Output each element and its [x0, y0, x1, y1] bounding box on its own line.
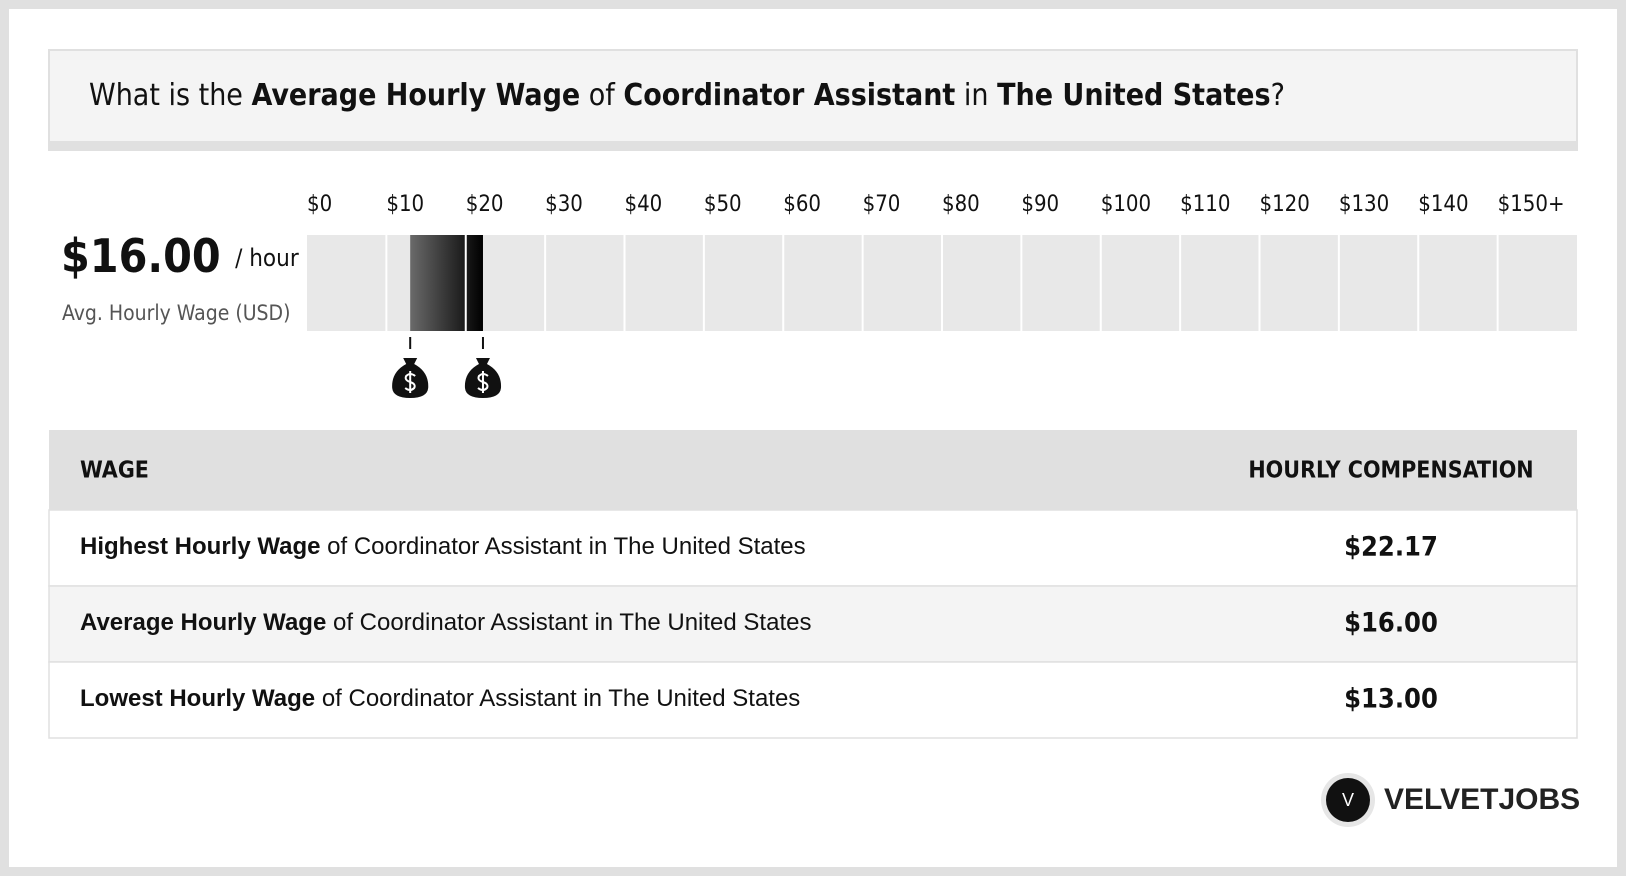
scale-tick-label: $140: [1418, 192, 1468, 217]
summary-amount: $16.00: [61, 229, 221, 283]
row-rest: of Coordinator Assistant in The United S…: [322, 685, 801, 712]
scale-tick-label: $150+: [1498, 192, 1565, 217]
brand-name: VELVETJOBS: [1384, 783, 1580, 816]
scale-tick-label: $0: [307, 192, 332, 217]
table-row: [48, 585, 1578, 663]
table-header-bg: [49, 430, 1577, 510]
table-row: [48, 509, 1578, 587]
row-rest: of Coordinator Assistant in The United S…: [333, 609, 812, 636]
summary-unit: / hour: [235, 244, 299, 272]
row-text: Average Hourly Wage of Coordinator Assis…: [80, 609, 811, 636]
row-value: $22.17: [1344, 532, 1438, 563]
brand-letter: V: [1342, 790, 1354, 810]
money-marker: [392, 337, 429, 398]
header-band: [49, 141, 1577, 150]
row-text: Highest Hourly Wage of Coordinator Assis…: [80, 533, 806, 560]
wage-range-bar: [410, 235, 483, 331]
wage-scale: $0 $10 $20 $30 $40 $50 $60 $70 $80 $90 $100 $110 $12…: [307, 192, 1577, 398]
table-header: HOURLY COMPENSATION: [1248, 458, 1533, 484]
money-marker: [464, 337, 502, 398]
row-text: Lowest Hourly Wage of Coordinator Assist…: [80, 685, 800, 712]
row-rest: of Coordinator Assistant in The United S…: [327, 533, 806, 560]
table-header: WAGE: [80, 458, 149, 484]
dollar-glyph: [404, 371, 416, 393]
row-label: Highest Hourly Wage: [80, 533, 320, 560]
title-part: ?: [1271, 78, 1285, 113]
title-location: The United States: [997, 78, 1270, 113]
row-label: Lowest Hourly Wage: [80, 685, 315, 712]
scale-tick-label: $90: [1021, 192, 1059, 217]
row-label: Average Hourly Wage: [80, 609, 326, 636]
scale-tick-label: $40: [625, 192, 663, 217]
row-value: $16.00: [1344, 608, 1438, 639]
scale-tick-label: $30: [545, 192, 583, 217]
table-row: [48, 661, 1578, 739]
dollar-glyph: [477, 371, 489, 393]
title-part: in: [964, 78, 989, 113]
title-part: What is the: [89, 78, 243, 113]
title-part: of: [589, 78, 617, 113]
scale-tick-label: $120: [1260, 192, 1310, 217]
scale-tick-label: $70: [863, 192, 901, 217]
scale-tick-label: $20: [466, 192, 504, 217]
summary-label: Avg. Hourly Wage (USD): [62, 301, 290, 325]
scale-tick-label: $10: [386, 192, 424, 217]
header-title: What is the Average Hourly Wage of Coord…: [89, 78, 1285, 113]
scale-tick-label: $60: [783, 192, 821, 217]
scale-tick-label: $130: [1339, 192, 1389, 217]
scale-tick-label: $80: [942, 192, 980, 217]
summary-value: $16.00 / hour: [61, 229, 299, 283]
brand-logo: [1326, 778, 1370, 822]
title-job: Coordinator Assistant: [623, 78, 955, 113]
title-metric: Average Hourly Wage: [252, 78, 581, 113]
row-value: $13.00: [1344, 684, 1438, 715]
scale-tick-label: $100: [1101, 192, 1151, 217]
scale-tick-label: $50: [704, 192, 742, 217]
scale-tick-label: $110: [1180, 192, 1230, 217]
wage-table: WAGE HOURLY COMPENSATION Highest Hourly Wa…: [48, 430, 1578, 739]
